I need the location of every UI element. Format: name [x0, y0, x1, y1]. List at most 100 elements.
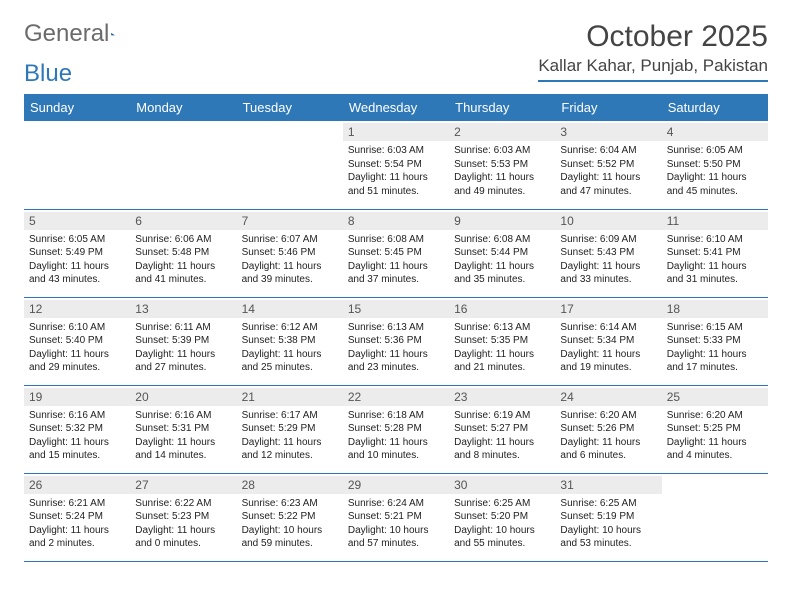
daylight-line: Daylight: 11 hours — [29, 348, 125, 362]
sunrise-line: Sunrise: 6:14 AM — [560, 321, 656, 335]
sunrise-line: Sunrise: 6:05 AM — [667, 144, 763, 158]
daylight-line: and 37 minutes. — [348, 273, 444, 287]
daylight-line: and 6 minutes. — [560, 449, 656, 463]
sunrise-line: Sunrise: 6:03 AM — [348, 144, 444, 158]
daylight-line: Daylight: 11 hours — [242, 260, 338, 274]
date-number: 31 — [555, 476, 661, 494]
sunset-line: Sunset: 5:53 PM — [454, 158, 550, 172]
daylight-line: Daylight: 10 hours — [560, 524, 656, 538]
day-cell: 29Sunrise: 6:24 AMSunset: 5:21 PMDayligh… — [343, 473, 449, 561]
day-cell: 6Sunrise: 6:06 AMSunset: 5:48 PMDaylight… — [130, 209, 236, 297]
day-cell: 20Sunrise: 6:16 AMSunset: 5:31 PMDayligh… — [130, 385, 236, 473]
sunset-line: Sunset: 5:36 PM — [348, 334, 444, 348]
date-number: 19 — [24, 388, 130, 406]
date-number: 14 — [237, 300, 343, 318]
daylight-line: and 51 minutes. — [348, 185, 444, 199]
daylight-line: and 57 minutes. — [348, 537, 444, 551]
sunrise-line: Sunrise: 6:06 AM — [135, 233, 231, 247]
date-number: 13 — [130, 300, 236, 318]
sunrise-line: Sunrise: 6:19 AM — [454, 409, 550, 423]
daylight-line: and 41 minutes. — [135, 273, 231, 287]
sunset-line: Sunset: 5:52 PM — [560, 158, 656, 172]
date-number: 8 — [343, 212, 449, 230]
date-number: 24 — [555, 388, 661, 406]
sunrise-line: Sunrise: 6:11 AM — [135, 321, 231, 335]
daylight-line: and 35 minutes. — [454, 273, 550, 287]
daylight-line: and 10 minutes. — [348, 449, 444, 463]
daylight-line: Daylight: 11 hours — [667, 348, 763, 362]
daylight-line: Daylight: 11 hours — [667, 436, 763, 450]
day-cell: 27Sunrise: 6:22 AMSunset: 5:23 PMDayligh… — [130, 473, 236, 561]
dayname-friday: Friday — [555, 94, 661, 121]
brand-logo: General — [24, 20, 139, 48]
date-number: 21 — [237, 388, 343, 406]
sunrise-line: Sunrise: 6:04 AM — [560, 144, 656, 158]
day-cell: 7Sunrise: 6:07 AMSunset: 5:46 PMDaylight… — [237, 209, 343, 297]
daylight-line: and 14 minutes. — [135, 449, 231, 463]
sunset-line: Sunset: 5:38 PM — [242, 334, 338, 348]
sunrise-line: Sunrise: 6:05 AM — [29, 233, 125, 247]
daylight-line: and 15 minutes. — [29, 449, 125, 463]
sunset-line: Sunset: 5:54 PM — [348, 158, 444, 172]
sunrise-line: Sunrise: 6:08 AM — [348, 233, 444, 247]
date-number: 6 — [130, 212, 236, 230]
sunrise-line: Sunrise: 6:25 AM — [560, 497, 656, 511]
month-title: October 2025 — [538, 20, 768, 54]
sunset-line: Sunset: 5:40 PM — [29, 334, 125, 348]
sunset-line: Sunset: 5:35 PM — [454, 334, 550, 348]
day-cell: 8 Sunrise: 6:08 AMSunset: 5:45 PMDaylight… — [343, 209, 449, 297]
daylight-line: and 39 minutes. — [242, 273, 338, 287]
day-cell — [662, 473, 768, 561]
date-number: 27 — [130, 476, 236, 494]
daylight-line: and 0 minutes. — [135, 537, 231, 551]
day-cell: 21Sunrise: 6:17 AMSunset: 5:29 PMDayligh… — [237, 385, 343, 473]
dayname-monday: Monday — [130, 94, 236, 121]
calendar-head: SundayMondayTuesdayWednesdayThursdayFrid… — [24, 94, 768, 121]
brand-text-2: Blue — [24, 60, 72, 88]
daylight-line: Daylight: 10 hours — [242, 524, 338, 538]
sunset-line: Sunset: 5:33 PM — [667, 334, 763, 348]
date-number: 15 — [343, 300, 449, 318]
date-number: 22 — [343, 388, 449, 406]
dayname-wednesday: Wednesday — [343, 94, 449, 121]
daylight-line: Daylight: 11 hours — [560, 348, 656, 362]
sunset-line: Sunset: 5:41 PM — [667, 246, 763, 260]
brand-text-1: General — [24, 20, 109, 48]
sunset-line: Sunset: 5:32 PM — [29, 422, 125, 436]
day-cell: 15Sunrise: 6:13 AMSunset: 5:36 PMDayligh… — [343, 297, 449, 385]
daylight-line: Daylight: 11 hours — [242, 348, 338, 362]
daylight-line: and 25 minutes. — [242, 361, 338, 375]
daylight-line: Daylight: 11 hours — [348, 171, 444, 185]
sunset-line: Sunset: 5:45 PM — [348, 246, 444, 260]
day-cell: 31 Sunrise: 6:25 AMSunset: 5:19 PMDayligh… — [555, 473, 661, 561]
dayname-thursday: Thursday — [449, 94, 555, 121]
sunset-line: Sunset: 5:31 PM — [135, 422, 231, 436]
daylight-line: and 23 minutes. — [348, 361, 444, 375]
daylight-line: and 47 minutes. — [560, 185, 656, 199]
daylight-line: and 19 minutes. — [560, 361, 656, 375]
sunrise-line: Sunrise: 6:23 AM — [242, 497, 338, 511]
week-row: 26Sunrise: 6:21 AMSunset: 5:24 PMDayligh… — [24, 473, 768, 561]
day-cell: 19Sunrise: 6:16 AMSunset: 5:32 PMDayligh… — [24, 385, 130, 473]
daylight-line: and 59 minutes. — [242, 537, 338, 551]
sunset-line: Sunset: 5:25 PM — [667, 422, 763, 436]
sunrise-line: Sunrise: 6:03 AM — [454, 144, 550, 158]
daylight-line: Daylight: 11 hours — [348, 260, 444, 274]
date-number: 2 — [449, 123, 555, 141]
day-cell: 30Sunrise: 6:25 AMSunset: 5:20 PMDayligh… — [449, 473, 555, 561]
date-number: 26 — [24, 476, 130, 494]
day-cell: 3Sunrise: 6:04 AMSunset: 5:52 PMDaylight… — [555, 121, 661, 209]
date-number: 4 — [662, 123, 768, 141]
sunset-line: Sunset: 5:19 PM — [560, 510, 656, 524]
date-number: 7 — [237, 212, 343, 230]
day-cell: 22Sunrise: 6:18 AMSunset: 5:28 PMDayligh… — [343, 385, 449, 473]
day-cell: 25Sunrise: 6:20 AMSunset: 5:25 PMDayligh… — [662, 385, 768, 473]
date-number: 23 — [449, 388, 555, 406]
day-cell — [237, 121, 343, 209]
sunrise-line: Sunrise: 6:15 AM — [667, 321, 763, 335]
daylight-line: Daylight: 11 hours — [667, 260, 763, 274]
daylight-line: Daylight: 11 hours — [348, 436, 444, 450]
sunrise-line: Sunrise: 6:20 AM — [560, 409, 656, 423]
title-block: October 2025 Kallar Kahar, Punjab, Pakis… — [538, 20, 768, 82]
daylight-line: Daylight: 10 hours — [454, 524, 550, 538]
